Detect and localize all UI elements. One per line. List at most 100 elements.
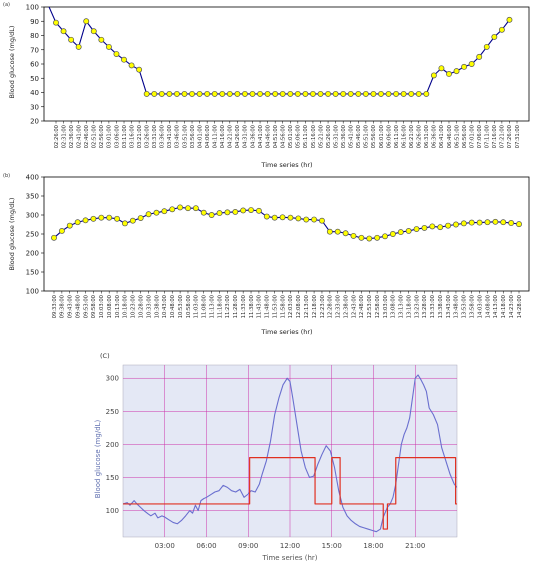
y-tick-label: 80 [30, 32, 39, 40]
plot-frame [43, 176, 530, 292]
data-point [151, 90, 158, 97]
x-tick-label: 12:43:00 [351, 295, 357, 318]
x-tick-label: 03:36:00 [160, 125, 166, 148]
data-point [219, 90, 226, 97]
data-point [385, 90, 392, 97]
data-point [145, 211, 152, 218]
chart-c-y-axis-label: Blood glucose (mg/dL) [94, 419, 102, 498]
x-tick-label: 05:36:00 [341, 125, 347, 148]
data-point [153, 209, 160, 216]
data-point [317, 90, 324, 97]
chart-c: (C) 100 150 200 250 300 03:00 06:00 09:00 12:00… [94, 352, 458, 562]
y-tick-label: 40 [30, 89, 39, 97]
x-tick-label: 06:16:00 [401, 125, 407, 148]
data-point [355, 90, 362, 97]
data-point [423, 90, 430, 97]
x-tick-label: 18:00 [363, 542, 383, 550]
data-point [452, 221, 459, 228]
x-tick-label: 06:01:00 [379, 125, 385, 148]
x-tick-label: 11:23:00 [225, 295, 231, 318]
chart-a-x-axis-label: Time series (hr) [260, 161, 312, 169]
data-point [382, 233, 388, 240]
data-point [350, 232, 357, 239]
data-point [492, 218, 499, 225]
x-tick-label: 21:00 [405, 542, 425, 550]
data-point [468, 61, 475, 67]
x-tick-label: 05:41:00 [349, 125, 355, 148]
x-tick-label: 11:38:00 [249, 295, 255, 318]
glucose-trace [123, 374, 457, 533]
data-point [177, 204, 184, 211]
x-tick-label: 04:06:00 [205, 125, 211, 148]
x-tick-label: 10:38:00 [154, 295, 160, 318]
x-tick-label: 11:13:00 [209, 295, 215, 318]
data-point [326, 228, 333, 235]
x-tick-label: 04:46:00 [265, 125, 271, 148]
data-point [249, 90, 256, 97]
y-tick-label: 300 [106, 375, 119, 383]
data-point [332, 90, 339, 97]
plot-frame [43, 6, 530, 122]
x-tick-label: 04:31:00 [243, 125, 249, 148]
y-tick-label: 400 [26, 174, 39, 182]
data-point [51, 234, 57, 241]
x-tick-label: 06:06:00 [386, 125, 392, 148]
x-tick-label: 12:53:00 [367, 295, 373, 318]
data-point [358, 234, 365, 241]
data-point [129, 217, 136, 224]
data-point [378, 90, 384, 97]
x-tick-label: 02:26:00 [54, 125, 60, 148]
x-tick-label: 11:33:00 [241, 295, 247, 318]
data-point [189, 90, 195, 97]
data-point [500, 219, 507, 226]
x-tick-label: 03:21:00 [137, 125, 143, 148]
data-point [68, 36, 75, 43]
x-tick-label: 11:08:00 [202, 295, 208, 318]
data-point [271, 214, 278, 221]
y-tick-label: 30 [30, 103, 39, 111]
x-tick-label: 12:08:00 [296, 295, 302, 318]
data-point [137, 215, 144, 221]
data-point [90, 28, 97, 35]
x-tick-label: 13:48:00 [454, 295, 460, 318]
x-tick-label: 14:08:00 [485, 295, 491, 318]
data-point [461, 63, 468, 70]
x-tick-label: 13:03:00 [383, 295, 389, 318]
x-tick-label: 07:11:00 [485, 125, 491, 148]
x-tick-label: 13:58:00 [470, 295, 476, 318]
data-point [263, 213, 270, 220]
data-point [53, 19, 59, 26]
x-tick-label: 04:56:00 [281, 125, 287, 148]
series-line [48, 7, 510, 95]
data-point [491, 33, 498, 40]
data-point [114, 215, 121, 222]
panel-a-label: (a) [3, 2, 10, 8]
x-tick-label: 03:26:00 [144, 125, 150, 148]
x-tick-label: 13:38:00 [438, 295, 444, 318]
data-point [60, 28, 67, 35]
x-tick-label: 02:51:00 [92, 125, 98, 148]
data-point [405, 228, 412, 234]
x-tick-label: 15:00 [322, 542, 342, 550]
data-point [366, 235, 373, 242]
y-tick-label: 100 [26, 288, 39, 296]
y-tick-label: 200 [26, 250, 39, 258]
data-point [264, 90, 271, 97]
x-tick-label: 06:31:00 [424, 125, 430, 148]
panel-c-label: (C) [100, 352, 110, 360]
data-point [248, 207, 254, 214]
data-point [121, 220, 128, 227]
data-point [334, 228, 341, 235]
data-point [389, 231, 396, 237]
x-tick-label: 12:58:00 [375, 295, 381, 318]
data-point [234, 90, 241, 97]
x-tick-label: 03:01:00 [107, 125, 113, 148]
x-tick-label: 10:43:00 [162, 295, 168, 318]
x-tick-label: 06:36:00 [432, 125, 438, 148]
data-point [302, 90, 309, 97]
x-tick-label: 13:43:00 [446, 295, 452, 318]
x-tick-label: 09:00 [238, 542, 258, 550]
data-point [295, 215, 302, 222]
data-point [216, 210, 223, 217]
x-tick-label: 12:48:00 [359, 295, 365, 318]
